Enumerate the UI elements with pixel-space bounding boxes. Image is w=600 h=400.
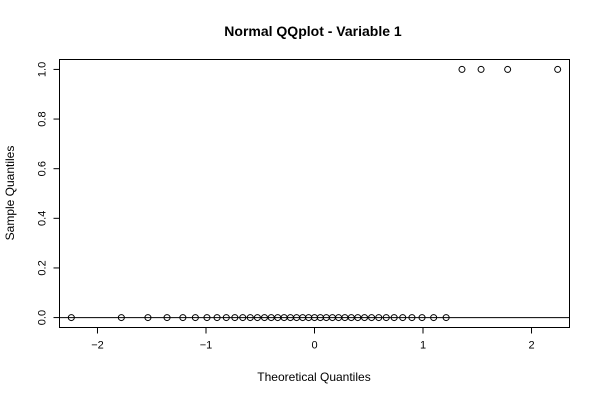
y-tick-label: 0.0: [37, 310, 49, 325]
data-point: [375, 314, 383, 322]
data-point: [117, 314, 125, 322]
data-point: [442, 314, 450, 322]
data-point: [354, 314, 362, 322]
data-point: [179, 314, 187, 322]
y-tick-label: 0.4: [37, 211, 49, 226]
data-point: [347, 314, 355, 322]
data-point: [213, 314, 221, 322]
data-point: [260, 314, 268, 322]
x-tick-label: 2: [528, 340, 534, 352]
data-point: [504, 65, 512, 73]
chart-title: Normal QQplot - Variable 1: [224, 23, 402, 39]
data-point: [368, 314, 376, 322]
y-tick-label: 0.6: [37, 161, 49, 176]
plot-frame: [59, 59, 570, 328]
data-point: [222, 314, 230, 322]
data-point: [67, 314, 75, 322]
data-point: [408, 314, 416, 322]
data-point: [163, 314, 171, 322]
data-point: [239, 314, 247, 322]
y-axis-label: Sample Quantiles: [3, 146, 17, 241]
data-point: [203, 314, 211, 322]
y-tick-label: 0.2: [37, 260, 49, 275]
data-point: [231, 314, 239, 322]
x-tick-label: −1: [200, 340, 213, 352]
data-point: [430, 314, 438, 322]
data-point: [246, 314, 254, 322]
x-axis: −2 −1 0 1 2: [91, 327, 535, 352]
x-tick-label: 1: [420, 340, 426, 352]
data-point: [554, 65, 562, 73]
data-point: [253, 314, 261, 322]
data-points: [67, 65, 562, 322]
data-point: [382, 314, 390, 322]
data-point: [399, 314, 407, 322]
data-point: [418, 314, 426, 322]
y-tick-label: 0.8: [37, 111, 49, 126]
data-point: [477, 65, 485, 73]
data-point: [144, 314, 152, 322]
x-tick-label: 0: [311, 340, 317, 352]
data-point: [267, 314, 275, 322]
data-point: [191, 314, 199, 322]
y-axis: 0.0 0.2 0.4 0.6 0.8 1.0: [37, 62, 60, 325]
y-tick-label: 1.0: [37, 62, 49, 77]
x-tick-label: −2: [91, 340, 104, 352]
x-axis-label: Theoretical Quantiles: [257, 370, 370, 384]
data-point: [458, 65, 466, 73]
data-point: [361, 314, 369, 322]
data-point: [390, 314, 398, 322]
